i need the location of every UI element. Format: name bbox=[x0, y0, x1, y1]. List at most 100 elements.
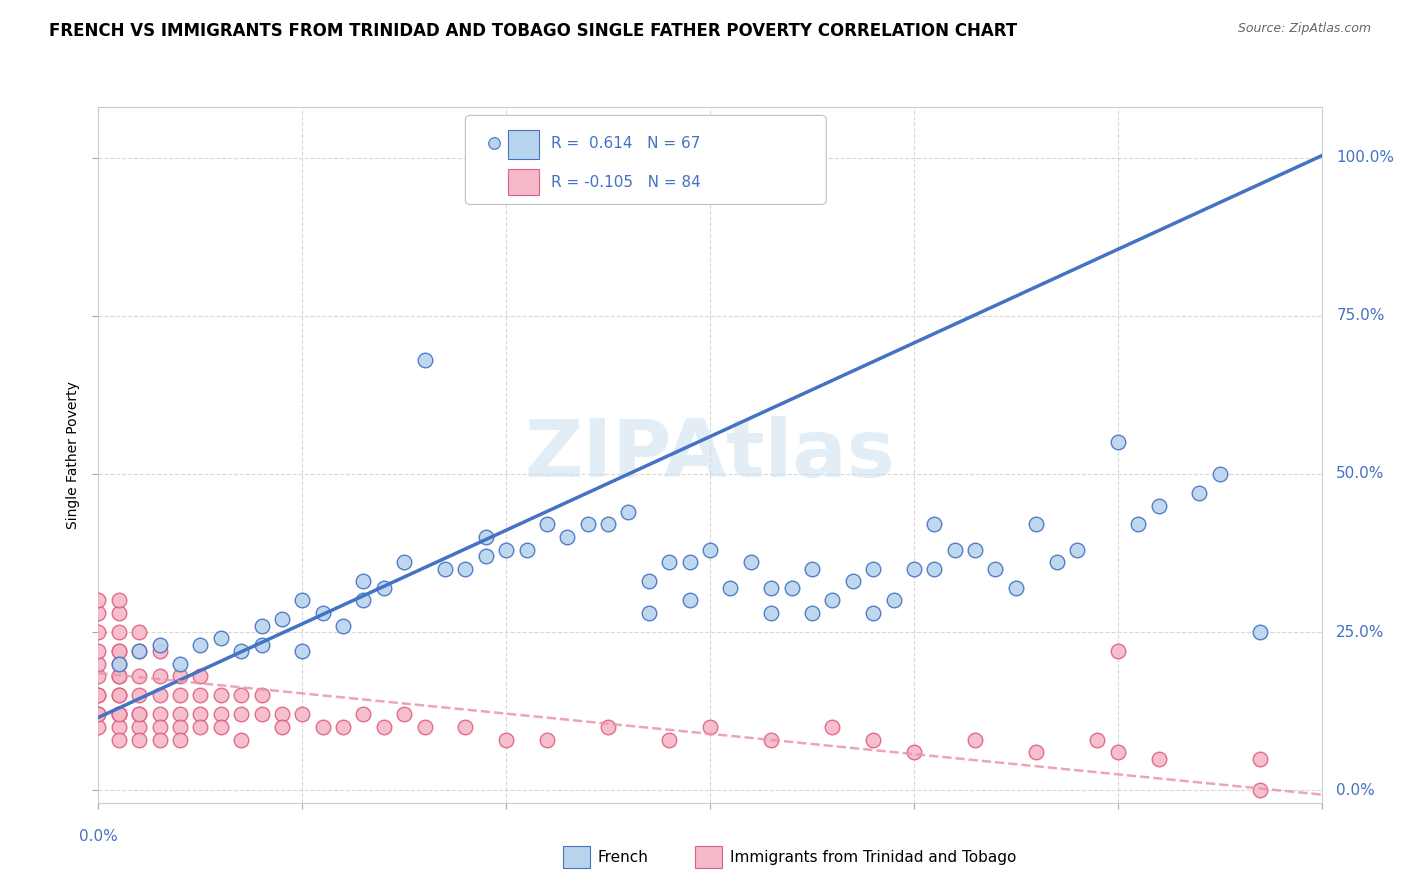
Point bbox=[291, 644, 314, 658]
Text: 0.0%: 0.0% bbox=[79, 830, 118, 844]
Point bbox=[169, 732, 191, 747]
Point bbox=[1085, 732, 1108, 747]
Point bbox=[149, 720, 172, 734]
Point bbox=[761, 732, 783, 747]
Point bbox=[270, 612, 294, 626]
Point bbox=[231, 732, 253, 747]
Point bbox=[903, 745, 925, 759]
Point bbox=[128, 644, 150, 658]
Point bbox=[413, 353, 436, 368]
Point bbox=[1107, 745, 1129, 759]
Point bbox=[250, 688, 273, 702]
Point bbox=[474, 530, 498, 544]
Point bbox=[984, 562, 1007, 576]
Point bbox=[87, 688, 110, 702]
Point bbox=[149, 688, 172, 702]
Point bbox=[943, 542, 966, 557]
Point bbox=[1004, 581, 1026, 595]
Point bbox=[188, 638, 212, 652]
Point bbox=[209, 632, 232, 646]
Point bbox=[108, 669, 131, 683]
Point bbox=[1025, 745, 1047, 759]
Point bbox=[1249, 625, 1271, 640]
Point bbox=[801, 606, 824, 620]
Text: 0.0%: 0.0% bbox=[1336, 782, 1375, 797]
FancyBboxPatch shape bbox=[564, 846, 591, 868]
Point bbox=[128, 669, 150, 683]
Point bbox=[87, 644, 110, 658]
Point bbox=[250, 618, 273, 632]
Point bbox=[1066, 542, 1088, 557]
Point bbox=[1249, 751, 1271, 765]
Point bbox=[821, 720, 844, 734]
Point bbox=[332, 720, 354, 734]
Text: 75.0%: 75.0% bbox=[1336, 309, 1385, 323]
Point bbox=[209, 688, 232, 702]
Point bbox=[312, 606, 335, 620]
Point bbox=[658, 732, 681, 747]
Point bbox=[149, 669, 172, 683]
Text: ZIPAtlas: ZIPAtlas bbox=[524, 416, 896, 494]
Point bbox=[883, 593, 905, 607]
Point bbox=[576, 517, 599, 532]
Point bbox=[1107, 435, 1129, 450]
Point bbox=[188, 669, 212, 683]
Point bbox=[801, 562, 824, 576]
Point bbox=[188, 720, 212, 734]
Point bbox=[1128, 517, 1150, 532]
Point bbox=[108, 625, 131, 640]
Point bbox=[1249, 783, 1271, 797]
Text: Immigrants from Trinidad and Tobago: Immigrants from Trinidad and Tobago bbox=[730, 849, 1017, 864]
Point bbox=[291, 593, 314, 607]
Point bbox=[352, 574, 374, 589]
Point bbox=[474, 549, 498, 563]
Point bbox=[250, 638, 273, 652]
Text: 100.0%: 100.0% bbox=[1336, 150, 1395, 165]
Point bbox=[87, 625, 110, 640]
Point bbox=[87, 669, 110, 683]
Point bbox=[231, 644, 253, 658]
Point bbox=[679, 556, 702, 570]
Point bbox=[761, 606, 783, 620]
Point bbox=[87, 657, 110, 671]
FancyBboxPatch shape bbox=[508, 129, 538, 159]
Point bbox=[454, 562, 477, 576]
Point bbox=[128, 707, 150, 722]
Point bbox=[108, 707, 131, 722]
Point bbox=[250, 707, 273, 722]
FancyBboxPatch shape bbox=[508, 169, 538, 195]
FancyBboxPatch shape bbox=[696, 846, 723, 868]
Point bbox=[434, 562, 457, 576]
Point bbox=[108, 644, 131, 658]
Point bbox=[821, 593, 844, 607]
Point bbox=[108, 593, 131, 607]
Point bbox=[209, 707, 232, 722]
Point bbox=[922, 517, 945, 532]
Point bbox=[108, 707, 131, 722]
Point bbox=[965, 542, 987, 557]
Point bbox=[536, 732, 558, 747]
Point bbox=[862, 732, 884, 747]
Point bbox=[149, 638, 172, 652]
Point bbox=[231, 707, 253, 722]
Y-axis label: Single Father Poverty: Single Father Poverty bbox=[66, 381, 80, 529]
Point bbox=[270, 707, 294, 722]
Point bbox=[108, 606, 131, 620]
Point bbox=[108, 657, 131, 671]
Point bbox=[1107, 644, 1129, 658]
Point bbox=[108, 644, 131, 658]
Point bbox=[1045, 556, 1069, 570]
Point bbox=[169, 720, 191, 734]
Point bbox=[903, 562, 925, 576]
Point bbox=[862, 562, 884, 576]
Point bbox=[658, 556, 681, 570]
Point bbox=[637, 574, 661, 589]
Point bbox=[495, 542, 517, 557]
Point bbox=[392, 556, 416, 570]
Point bbox=[454, 720, 477, 734]
Text: FRENCH VS IMMIGRANTS FROM TRINIDAD AND TOBAGO SINGLE FATHER POVERTY CORRELATION : FRENCH VS IMMIGRANTS FROM TRINIDAD AND T… bbox=[49, 22, 1018, 40]
Point bbox=[1025, 517, 1047, 532]
Point bbox=[108, 669, 131, 683]
Point bbox=[87, 688, 110, 702]
Point bbox=[169, 657, 191, 671]
